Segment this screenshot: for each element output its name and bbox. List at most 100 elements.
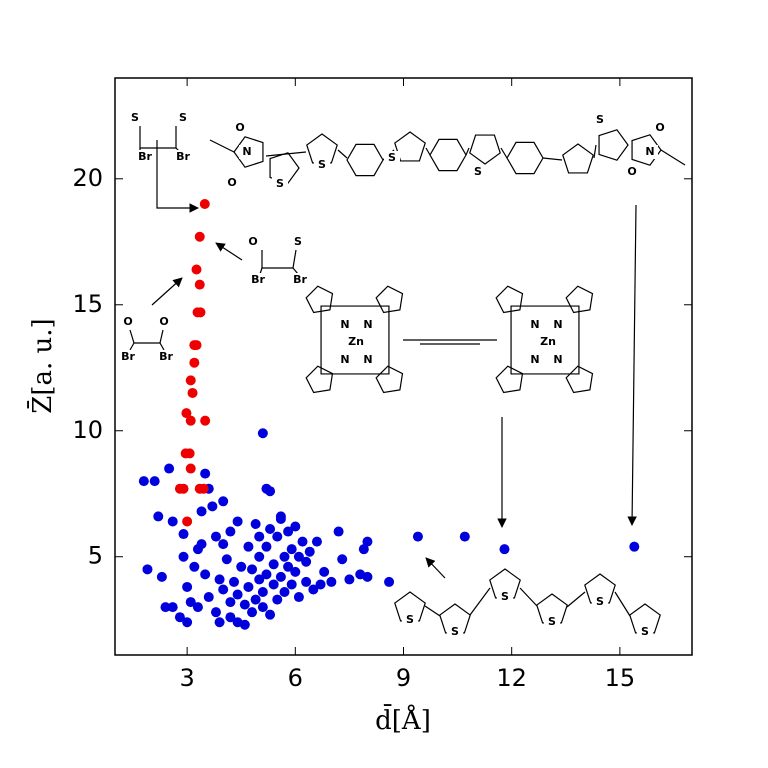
point	[198, 483, 209, 494]
point	[218, 584, 229, 595]
atom-label: S	[641, 625, 649, 638]
atom-bg	[250, 273, 266, 287]
bond	[424, 605, 441, 617]
point	[326, 576, 337, 587]
point	[268, 579, 279, 590]
point	[265, 609, 276, 620]
point	[214, 617, 225, 628]
atom-label: N	[363, 318, 372, 331]
atom-label: S	[179, 111, 187, 124]
point	[265, 486, 276, 497]
point	[459, 531, 470, 542]
atom-bg	[232, 121, 248, 135]
point	[250, 518, 261, 529]
bond	[346, 143, 384, 177]
bond	[565, 285, 594, 314]
point	[247, 607, 258, 618]
atom-label: N	[530, 353, 539, 366]
point	[301, 576, 312, 587]
point	[225, 526, 236, 537]
bond	[469, 587, 491, 616]
point	[194, 279, 205, 290]
bond	[375, 365, 404, 394]
y-tick-label: 10	[72, 416, 103, 444]
point	[337, 554, 348, 565]
atom-bg	[272, 177, 288, 191]
atom-label: N	[645, 145, 654, 158]
atom-label: Zn	[348, 335, 364, 348]
point	[311, 536, 322, 547]
point	[156, 571, 167, 582]
atom-bg	[175, 150, 191, 164]
x-tick-label: 6	[288, 664, 303, 692]
atom-bg	[348, 335, 364, 349]
point	[243, 541, 254, 552]
point	[362, 536, 373, 547]
atom-bg	[544, 615, 560, 629]
point	[192, 602, 203, 613]
atom-label: N	[363, 353, 372, 366]
bond	[337, 149, 348, 159]
bond	[495, 365, 524, 394]
bond	[542, 157, 563, 161]
bond	[566, 591, 586, 608]
point	[272, 531, 283, 542]
point	[236, 561, 247, 572]
point	[362, 571, 373, 582]
point	[142, 564, 153, 575]
bond	[631, 134, 662, 166]
point	[178, 551, 189, 562]
bond	[265, 151, 307, 157]
point	[239, 599, 250, 610]
point	[229, 576, 240, 587]
atom-label: S	[596, 595, 604, 608]
point	[200, 569, 211, 580]
point	[185, 375, 196, 386]
atom-bg	[592, 113, 608, 127]
point	[272, 594, 283, 605]
point	[293, 551, 304, 562]
arrows	[151, 140, 637, 579]
atom-bg	[239, 145, 255, 159]
atom-bg	[290, 235, 306, 249]
bond	[305, 285, 334, 314]
atom-label: S	[276, 177, 284, 190]
point	[167, 516, 178, 527]
bond	[469, 134, 501, 165]
x-tick-label: 15	[605, 664, 636, 692]
point	[333, 526, 344, 537]
atom-bg	[550, 353, 566, 367]
point	[499, 544, 510, 555]
point	[225, 597, 236, 608]
point	[210, 531, 221, 542]
y-tick-label: 5	[88, 542, 103, 570]
bond	[233, 136, 264, 168]
atom-label: S	[131, 111, 139, 124]
point	[279, 587, 290, 598]
atom-bg	[245, 235, 261, 249]
atom-bg	[402, 613, 418, 627]
atom-bg	[384, 151, 400, 165]
point	[194, 231, 205, 242]
point	[232, 516, 243, 527]
point	[164, 463, 175, 474]
atom-label: N	[242, 145, 251, 158]
atom-label: O	[123, 315, 132, 328]
point	[207, 501, 218, 512]
point	[182, 617, 193, 628]
point	[268, 559, 279, 570]
bond	[593, 144, 597, 159]
point	[181, 408, 192, 419]
point	[138, 476, 149, 487]
atom-label: S	[406, 613, 414, 626]
point	[218, 496, 229, 507]
point	[167, 602, 178, 613]
atom-label: Br	[251, 273, 265, 286]
point	[203, 592, 214, 603]
point	[185, 415, 196, 426]
bond	[269, 152, 300, 184]
point	[257, 602, 268, 613]
point	[344, 574, 355, 585]
point	[283, 526, 294, 537]
